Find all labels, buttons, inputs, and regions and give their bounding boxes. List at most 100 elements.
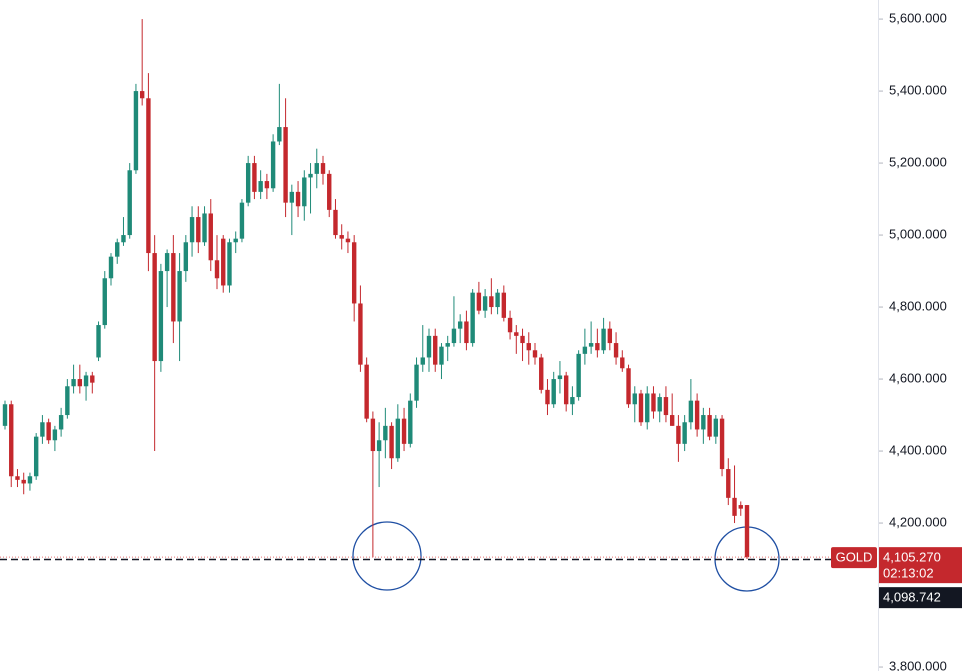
candle-body <box>495 292 500 308</box>
candle-body <box>663 397 669 416</box>
highlight-circle <box>352 521 422 591</box>
candle-body <box>270 141 276 189</box>
candle-body <box>320 163 326 174</box>
candle-body <box>576 353 581 398</box>
candle-body <box>395 418 401 459</box>
candle-body <box>227 242 232 286</box>
candle-body <box>645 393 650 423</box>
candle-body <box>370 418 376 452</box>
candle-body <box>545 389 550 405</box>
candle-body <box>233 238 238 243</box>
candle-body <box>451 328 457 344</box>
candle-body <box>146 98 151 254</box>
candle-body <box>613 343 619 358</box>
symbol-box <box>831 547 877 569</box>
candle-body <box>489 296 494 308</box>
candle-body <box>221 238 226 286</box>
candle-body <box>738 505 743 509</box>
candle-body <box>682 422 687 444</box>
candle-body <box>383 425 388 441</box>
candle-body <box>626 368 631 405</box>
candle-body <box>570 397 575 405</box>
candle-body <box>351 242 357 304</box>
candle-body <box>171 253 176 322</box>
candle-body <box>520 335 525 344</box>
candle-body <box>102 278 107 326</box>
candle-body <box>401 418 407 444</box>
y-tick-label: 3,800.000 <box>889 658 947 671</box>
candle-body <box>433 335 438 365</box>
candle-body <box>183 242 189 272</box>
candle-body <box>551 379 556 405</box>
candle-body <box>358 303 363 365</box>
candle-body <box>239 202 245 239</box>
candle-body <box>707 415 712 437</box>
candle-body <box>657 397 662 412</box>
y-tick-label: 4,400.000 <box>889 442 947 457</box>
candle-body <box>295 191 301 207</box>
candle-body <box>71 379 76 387</box>
candle-body <box>719 418 725 470</box>
candle-body <box>133 91 139 171</box>
candle-body <box>364 364 369 419</box>
candle-body <box>33 436 39 477</box>
candle-body <box>46 422 51 441</box>
candle-body <box>713 418 719 437</box>
candle-body <box>214 260 220 279</box>
y-tick-label: 5,000.000 <box>889 227 947 242</box>
candle-body <box>445 343 450 347</box>
candle-body <box>15 476 20 480</box>
candle-body <box>607 328 613 344</box>
candle-body <box>563 375 569 405</box>
candle-body <box>264 181 270 189</box>
candle-body <box>732 497 737 516</box>
candle-body <box>115 242 120 257</box>
candle-body <box>439 346 444 365</box>
price-line-box <box>879 587 962 609</box>
candle-body <box>345 238 351 243</box>
candle-body <box>539 357 544 390</box>
candle-body <box>532 350 538 358</box>
candle-body <box>177 271 182 322</box>
candle-body <box>252 163 257 192</box>
candle-body <box>333 209 338 236</box>
y-tick-label: 5,600.000 <box>889 11 947 26</box>
candle-body <box>40 422 45 437</box>
candle-body <box>457 321 463 329</box>
candle-body <box>601 328 606 351</box>
candle-body <box>339 235 344 239</box>
candle-body <box>158 271 164 362</box>
candle-body <box>327 173 332 210</box>
candle-body <box>77 379 83 387</box>
candle-body <box>196 217 201 243</box>
candle-body <box>83 375 89 387</box>
candle-body <box>507 317 513 333</box>
candle-body <box>726 469 731 498</box>
candle-body <box>651 393 656 412</box>
candle-body <box>476 292 482 311</box>
candle-body <box>744 505 750 558</box>
candle-body <box>139 91 145 99</box>
candle-body <box>620 357 625 369</box>
price-line-label: 4,098.742 <box>883 590 941 605</box>
candle-body <box>426 335 432 358</box>
candle-body <box>638 393 644 423</box>
candle-body <box>289 191 295 203</box>
candle-body <box>127 170 132 236</box>
candle-body <box>308 173 313 178</box>
candle-body <box>27 476 33 484</box>
candle-body <box>688 400 694 423</box>
symbol-label: GOLD <box>836 550 873 565</box>
candle-body <box>701 415 706 430</box>
candle-body <box>669 415 675 426</box>
last-price-label: 4,105.270 <box>883 550 941 565</box>
candle-body <box>202 213 207 243</box>
candle-body <box>164 253 170 272</box>
candle-body <box>588 343 594 347</box>
candle-body <box>408 400 413 444</box>
candle-body <box>52 429 58 441</box>
candle-body <box>595 343 600 351</box>
y-tick-label: 4,200.000 <box>889 514 947 529</box>
